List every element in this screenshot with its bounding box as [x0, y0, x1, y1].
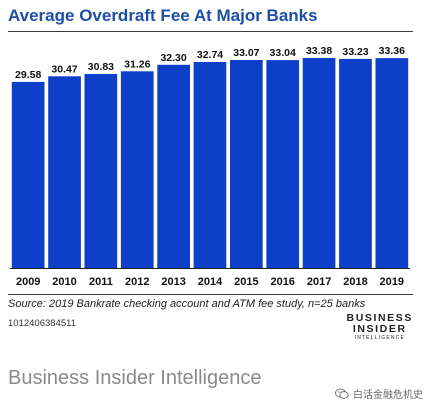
logo-line-2: INSIDER — [352, 323, 407, 335]
bar-2009 — [11, 81, 45, 269]
bar-2012 — [120, 71, 154, 268]
value-label-2016: 33.04 — [270, 47, 296, 59]
x-tick-2019: 2019 — [380, 276, 404, 288]
bar-2016 — [266, 60, 300, 268]
bar-2015 — [230, 60, 263, 268]
value-label-2014: 32.74 — [197, 49, 223, 61]
bars-group — [11, 58, 409, 269]
x-tick-2012: 2012 — [125, 276, 149, 288]
x-tick-2014: 2014 — [198, 276, 223, 288]
chart-title: Average Overdraft Fee At Major Banks — [8, 6, 318, 25]
bar-chart: 29.58 30.47 30.83 31.26 32.30 32.74 33.07 33.04… — [10, 45, 410, 288]
logo-line-1: BUSINESS — [346, 312, 413, 324]
bar-2017 — [302, 58, 336, 268]
business-insider-logo: BUSINESS INSIDER INTELLIGENCE — [346, 312, 413, 342]
value-label-2011: 30.83 — [88, 61, 114, 73]
bar-2018 — [339, 58, 372, 269]
value-label-2010: 30.47 — [51, 63, 77, 75]
chart-code: 1012406384511 — [8, 318, 76, 329]
logo-line-3: INTELLIGENCE — [354, 335, 406, 341]
wechat-icon — [335, 388, 349, 399]
x-tick-2016: 2016 — [270, 276, 294, 288]
value-label-2012: 31.26 — [124, 58, 150, 70]
watermark: 白话金融危机史 — [335, 386, 423, 401]
bar-2019 — [375, 58, 409, 268]
bar-2013 — [157, 64, 190, 268]
value-label-2018: 33.23 — [342, 46, 368, 58]
bar-2011 — [84, 74, 118, 268]
bar-2014 — [193, 62, 227, 268]
x-tick-labels-group: 2009 2010 2011 2012 2013 2014 2015 2016 2017 2018… — [16, 276, 404, 288]
value-label-2009: 29.58 — [15, 69, 41, 81]
x-tick-2013: 2013 — [161, 276, 185, 288]
bar-2010 — [48, 76, 81, 268]
x-tick-2009: 2009 — [16, 276, 40, 288]
x-tick-2011: 2011 — [89, 276, 113, 288]
title-divider — [8, 31, 413, 32]
value-label-2015: 33.07 — [233, 47, 259, 59]
x-tick-2010: 2010 — [52, 276, 76, 288]
value-label-2013: 32.30 — [160, 52, 186, 64]
value-label-2019: 33.36 — [379, 45, 405, 57]
watermark-text: 白话金融危机史 — [353, 390, 423, 401]
footer-brand: Business Insider Intelligence — [8, 367, 262, 389]
x-tick-2017: 2017 — [307, 276, 331, 288]
value-labels-group: 29.58 30.47 30.83 31.26 32.30 32.74 33.07 33.04… — [15, 45, 405, 81]
value-label-2017: 33.38 — [306, 45, 332, 57]
source-divider — [8, 294, 413, 295]
x-tick-2015: 2015 — [234, 276, 258, 288]
x-tick-2018: 2018 — [343, 276, 367, 288]
source-note: Source: 2019 Bankrate checking account a… — [8, 298, 366, 310]
